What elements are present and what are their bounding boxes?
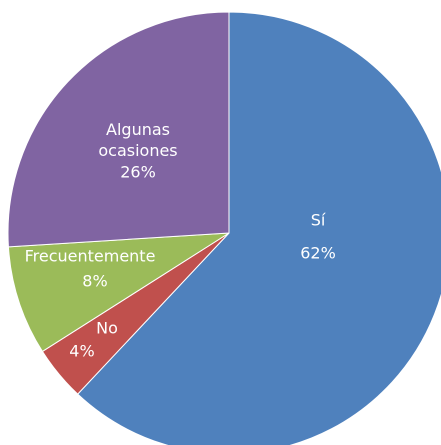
slice-value: 62% — [300, 243, 336, 263]
slice-value: 4% — [69, 341, 95, 361]
slice-value: 26% — [120, 162, 156, 182]
slice-label: Algunas ocasiones — [98, 120, 178, 160]
slice-value: 8% — [82, 271, 108, 291]
slice-label: Frecuentemente — [24, 246, 156, 266]
pie-slice — [7, 11, 230, 248]
pie-slice — [7, 232, 230, 353]
slice-label: Sí — [310, 210, 326, 230]
pie-slice — [77, 11, 441, 445]
slice-label: No — [96, 318, 118, 338]
